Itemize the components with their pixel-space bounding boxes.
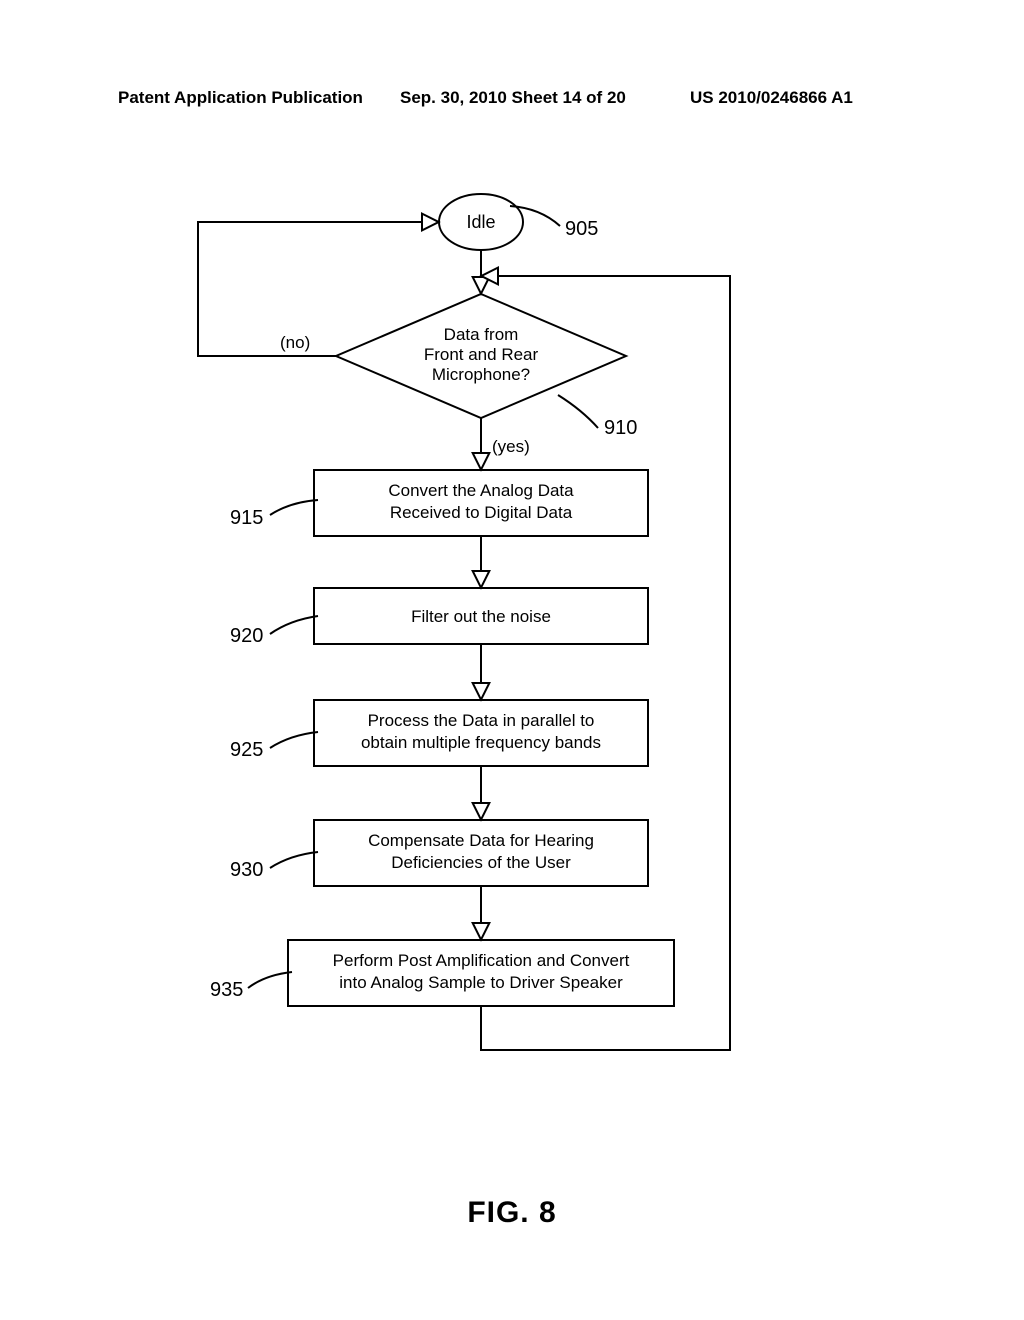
ref-925: 925 [230,739,263,761]
ref-920: 920 [230,625,263,647]
decision-line2: Front and Rear [424,345,539,364]
header-right: US 2010/0246866 A1 [690,88,853,108]
b925-line2: obtain multiple frequency bands [361,733,601,752]
flowchart: Idle 905 Data from Front and Rear Microp… [0,130,1024,1230]
b935-line1: Perform Post Amplification and Convert [333,951,630,970]
leader-915 [270,500,318,515]
ref-905: 905 [565,218,598,240]
b915-line1: Convert the Analog Data [388,481,574,500]
leader-920 [270,616,318,634]
b925-line1: Process the Data in parallel to [368,711,595,730]
b920-line1: Filter out the noise [411,607,551,626]
leader-925 [270,732,318,748]
figure-label: FIG. 8 [0,1196,1024,1230]
label-yes: (yes) [492,437,530,456]
ref-930: 930 [230,859,263,881]
leader-935 [248,972,292,988]
header-left: Patent Application Publication [118,88,363,108]
node-idle-text: Idle [466,212,495,232]
header-center: Sep. 30, 2010 Sheet 14 of 20 [400,88,626,108]
b930-line1: Compensate Data for Hearing [368,831,594,850]
ref-935: 935 [210,979,243,1001]
decision-line3: Microphone? [432,365,530,384]
b930-line2: Deficiencies of the User [391,853,571,872]
ref-915: 915 [230,507,263,529]
label-no: (no) [280,333,310,352]
b915-line2: Received to Digital Data [390,503,573,522]
leader-930 [270,852,318,868]
decision-line1: Data from [444,325,519,344]
b935-line2: into Analog Sample to Driver Speaker [339,973,623,992]
ref-910: 910 [604,417,637,439]
leader-910 [558,395,598,428]
page: Patent Application Publication Sep. 30, … [0,0,1024,1320]
